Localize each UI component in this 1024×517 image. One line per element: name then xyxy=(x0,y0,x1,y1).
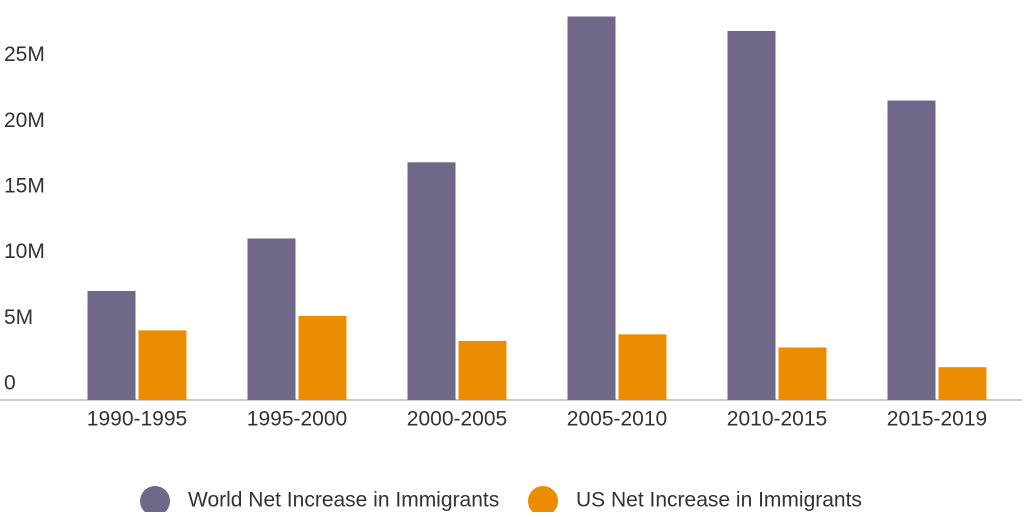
legend-label: World Net Increase in Immigrants xyxy=(188,489,499,512)
y-tick-label: 5M xyxy=(4,306,33,329)
x-tick-label: 2005-2010 xyxy=(567,408,667,431)
bar xyxy=(727,30,776,400)
y-tick-label: 0 xyxy=(4,372,16,395)
bar xyxy=(778,347,827,400)
x-tick-label: 2000-2005 xyxy=(407,408,507,431)
y-tick-label: 20M xyxy=(4,109,45,132)
x-tick-label: 2015-2019 xyxy=(887,408,987,431)
bar xyxy=(618,334,667,400)
bar xyxy=(87,290,136,400)
x-tick-label: 2010-2015 xyxy=(727,408,827,431)
legend-swatch xyxy=(140,486,170,516)
x-tick-label: 1990-1995 xyxy=(87,408,187,431)
x-tick-label: 1995-2000 xyxy=(247,408,347,431)
bar xyxy=(138,330,187,400)
legend-swatch xyxy=(528,486,558,516)
bar xyxy=(567,16,616,401)
y-tick-label: 15M xyxy=(4,175,45,198)
y-tick-label: 25M xyxy=(4,43,45,66)
bar xyxy=(298,315,347,400)
bar xyxy=(247,238,296,400)
bar xyxy=(887,100,936,400)
legend-label: US Net Increase in Immigrants xyxy=(576,489,862,512)
y-tick-label: 10M xyxy=(4,240,45,263)
bar xyxy=(458,340,507,400)
bar xyxy=(407,162,456,400)
bar xyxy=(938,367,987,400)
